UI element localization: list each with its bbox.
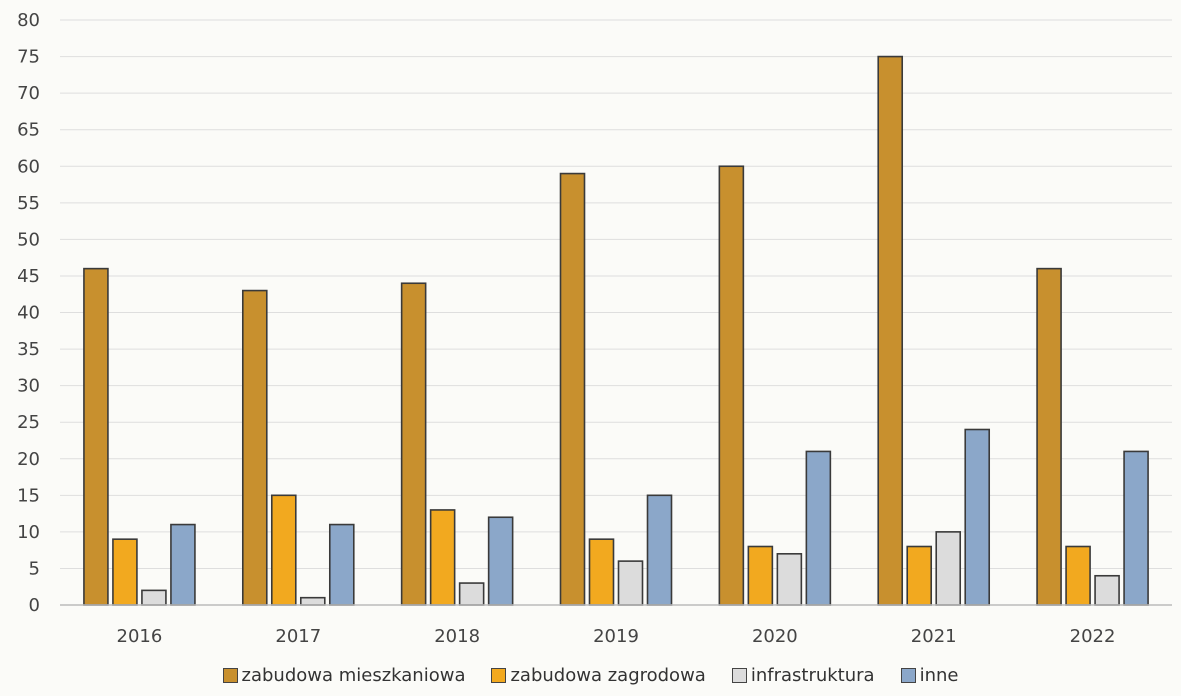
y-tick-label: 15 — [17, 485, 40, 506]
bar — [877, 55, 904, 606]
bar — [935, 531, 962, 606]
bar — [1123, 450, 1149, 606]
bar — [964, 428, 991, 606]
bar — [429, 509, 456, 606]
bar — [906, 545, 933, 606]
x-tick-label: 2018 — [434, 626, 480, 647]
legend-label: inne — [919, 664, 959, 686]
legend-item: zabudowa mieszkaniowa — [222, 664, 466, 686]
bar — [747, 545, 774, 606]
y-tick-label: 30 — [17, 376, 40, 397]
bar — [141, 589, 167, 606]
legend-swatch — [491, 667, 507, 683]
bar — [1036, 267, 1062, 606]
bar — [170, 523, 196, 606]
y-tick-label: 10 — [17, 522, 40, 543]
y-tick-label: 70 — [17, 83, 40, 104]
bar — [776, 553, 803, 606]
legend-label: zabudowa mieszkaniowa — [241, 664, 466, 686]
legend-swatch — [900, 667, 916, 683]
y-tick-label: 20 — [17, 449, 40, 470]
x-tick-label: 2021 — [911, 626, 957, 647]
bar — [1065, 545, 1091, 606]
y-tick-label: 40 — [17, 303, 40, 324]
y-tick-label: 65 — [17, 120, 40, 141]
bar — [805, 450, 832, 606]
bar — [83, 267, 109, 606]
x-tick-label: 2016 — [117, 626, 163, 647]
y-tick-label: 75 — [17, 47, 40, 68]
y-tick-label: 25 — [17, 412, 40, 433]
legend-swatch — [731, 667, 747, 683]
bar — [299, 596, 326, 606]
bar — [588, 538, 615, 606]
x-tick-label: 2020 — [752, 626, 798, 647]
bar — [400, 282, 427, 606]
bar — [617, 560, 644, 606]
legend-label: infrastruktura — [750, 664, 875, 686]
bar — [559, 172, 586, 606]
y-tick-label: 50 — [17, 229, 40, 250]
bars — [83, 55, 1149, 606]
y-axis-ticks: 0 5 10 15 20 25 30 35 40 45 50 55 60 65 70 75 80 — [17, 10, 40, 616]
y-tick-label: 0 — [29, 595, 40, 616]
bar — [112, 538, 138, 606]
y-tick-label: 55 — [17, 193, 40, 214]
y-tick-label: 45 — [17, 266, 40, 287]
bar — [328, 523, 355, 606]
bar — [270, 494, 297, 606]
legend-label: zabudowa zagrodowa — [510, 664, 706, 686]
bar — [487, 516, 514, 606]
legend: zabudowa mieszkaniowa zabudowa zagrodowa i… — [0, 660, 1181, 690]
y-tick-label: 5 — [29, 558, 40, 579]
legend-item: zabudowa zagrodowa — [491, 664, 706, 686]
legend-item: infrastruktura — [731, 664, 875, 686]
legend-item: inne — [900, 664, 959, 686]
y-tick-label: 35 — [17, 339, 40, 360]
legend-swatch — [222, 667, 238, 683]
bar — [241, 289, 268, 606]
y-tick-label: 60 — [17, 156, 40, 177]
bar — [718, 165, 745, 606]
x-tick-label: 2017 — [275, 626, 321, 647]
grid-lines — [60, 19, 1172, 569]
x-axis-ticks: 2016 2017 2018 2019 2020 2021 2022 — [117, 626, 1116, 647]
bar — [1094, 574, 1120, 606]
bar — [646, 494, 673, 606]
x-tick-label: 2022 — [1070, 626, 1116, 647]
bar — [458, 582, 485, 606]
y-tick-label: 80 — [17, 10, 40, 31]
x-tick-label: 2019 — [593, 626, 639, 647]
